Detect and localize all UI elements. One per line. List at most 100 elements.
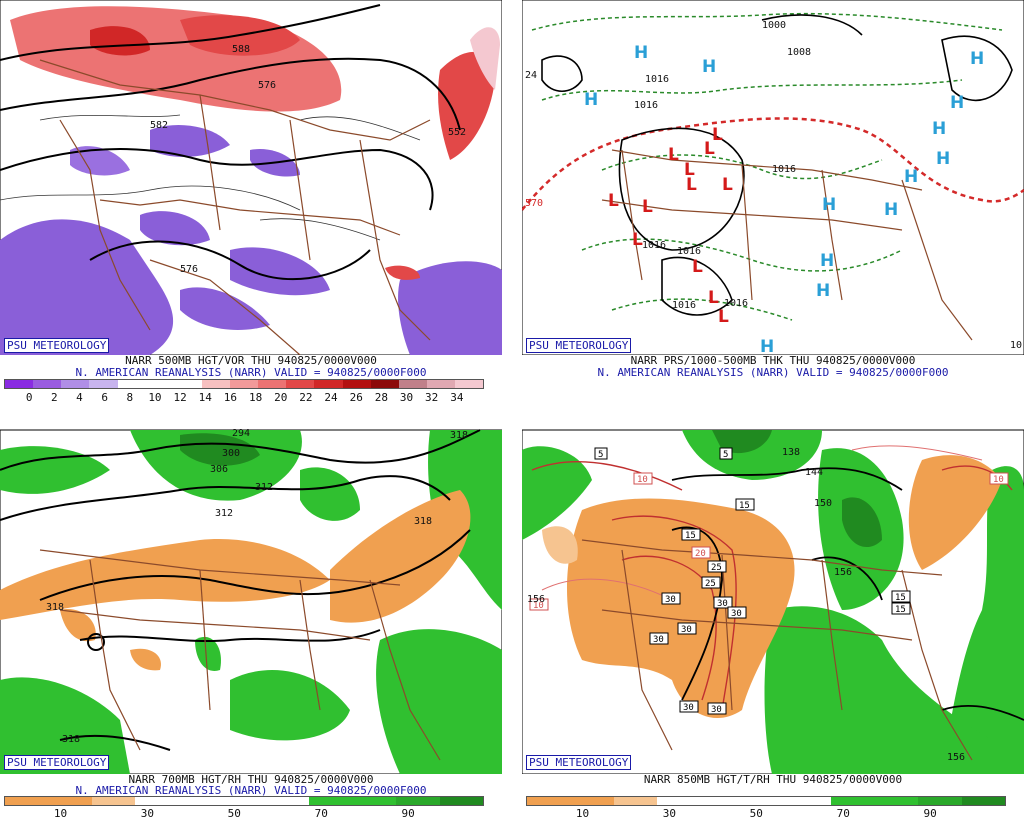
panel-500mb-vorticity: 588 576 582 552 576 PSU METEOROLOGY NARR… xyxy=(0,0,502,408)
value-box-label: 30 xyxy=(711,705,722,715)
low-pressure-marker: L xyxy=(708,288,719,308)
contour-label: 300 xyxy=(222,448,240,459)
value-box xyxy=(707,702,727,715)
map-subtitle: N. AMERICAN REANALYSIS (NARR) VALID = 94… xyxy=(597,366,949,379)
colorbar-segment xyxy=(286,380,315,388)
value-box xyxy=(679,700,699,713)
isobar-label: 1000 xyxy=(762,20,786,31)
colorbar-segment xyxy=(91,797,136,805)
contour-label: 312 xyxy=(255,482,273,493)
high-pressure-marker: H xyxy=(936,149,950,169)
low-pressure-marker: L xyxy=(608,191,619,211)
psu-badge: PSU METEOROLOGY xyxy=(526,338,632,353)
colorbar-tick-label: 32 xyxy=(425,391,439,404)
map-title: NARR PRS/1000-500MB THK THU 940825/0000V… xyxy=(630,354,916,367)
colorbar-segment xyxy=(265,797,310,805)
high-pressure-marker: H xyxy=(884,200,898,220)
colorbar-segment xyxy=(201,380,230,388)
contour-label: 144 xyxy=(805,467,823,478)
colorbar-ticks: 10 30 50 70 90 xyxy=(4,807,482,820)
colorbar-tick-label: 50 xyxy=(227,807,241,820)
isobar-label: 1016 xyxy=(724,298,748,309)
high-pressure-marker: H xyxy=(760,337,774,355)
colorbar-ticks: 0 2 4 6 8 10 12 14 16 18 20 22 24 26 28 30 32 34 xyxy=(4,391,482,404)
colorbar-segment xyxy=(398,380,427,388)
colorbar-segment xyxy=(874,797,919,805)
value-box-label: 10 xyxy=(993,475,1004,485)
colorbar-tick-label: 16 xyxy=(223,391,238,404)
value-box xyxy=(661,592,681,605)
colorbar-tick-label: 90 xyxy=(923,807,937,820)
value-box-label: 25 xyxy=(711,563,722,573)
colorbar-tick-label: 34 xyxy=(450,391,464,404)
colorbar-tick-label: 20 xyxy=(274,391,288,404)
colorbar-segment xyxy=(117,380,146,388)
high-pressure-marker: H xyxy=(822,195,836,215)
value-box xyxy=(677,622,697,635)
colorbar-tick-label: 10 xyxy=(575,807,590,820)
isobar-label: 24 xyxy=(525,70,537,81)
colorbar-segment xyxy=(370,380,399,388)
value-box-label: 15 xyxy=(895,605,906,615)
colorbar-tick-label: 4 xyxy=(76,391,83,404)
isobar-label: 1016 xyxy=(677,246,701,257)
contour-label: 576 xyxy=(258,80,276,91)
colorbar-segment xyxy=(613,797,658,805)
vorticity-colorbar xyxy=(4,379,484,389)
colorbar-segment xyxy=(439,797,483,805)
contour-label: 552 xyxy=(448,127,466,138)
colorbar-segment xyxy=(48,797,92,805)
colorbar-tick-label: 14 xyxy=(198,391,212,404)
colorbar-segment xyxy=(570,797,614,805)
value-box-label: 20 xyxy=(695,549,706,559)
colorbar-segment xyxy=(222,797,266,805)
contour-label: 306 xyxy=(210,464,228,475)
value-box-label: 10 xyxy=(533,601,544,611)
contour-label: 318 xyxy=(62,734,80,745)
rh-700-map: 294 300 306 312 318 318 318 318 312 xyxy=(0,428,502,774)
value-box-label: 30 xyxy=(681,625,692,635)
colorbar-tick-label: 70 xyxy=(314,807,328,820)
isobar-label: 1016 xyxy=(642,240,666,251)
colorbar-tick-label: 90 xyxy=(401,807,415,820)
value-box xyxy=(701,576,721,589)
colorbar-segment xyxy=(787,797,832,805)
map-title: NARR 500MB HGT/VOR THU 940825/0000V000 xyxy=(125,354,377,367)
high-pressure-marker: H xyxy=(820,251,834,271)
colorbar-segment xyxy=(831,797,875,805)
isobar-label: 1016 xyxy=(645,74,669,85)
colorbar-segment xyxy=(5,797,49,805)
colorbar-segment xyxy=(145,380,174,388)
low-pressure-marker: L xyxy=(704,139,715,159)
value-box xyxy=(713,596,733,609)
value-box-label: 15 xyxy=(739,501,750,511)
value-box xyxy=(719,447,733,460)
contour-label: 588 xyxy=(232,44,250,55)
map-title: NARR 700MB HGT/RH THU 940825/0000V000 xyxy=(128,773,374,786)
colorbar-segment xyxy=(61,380,90,388)
colorbar-segment xyxy=(135,797,179,805)
low-pressure-marker: L xyxy=(712,125,723,145)
colorbar-segment xyxy=(5,380,34,388)
value-box xyxy=(727,606,747,619)
colorbar-tick-label: 24 xyxy=(324,391,338,404)
low-pressure-marker: L xyxy=(718,307,729,327)
high-pressure-marker: H xyxy=(932,119,946,139)
psu-badge: PSU METEOROLOGY xyxy=(526,755,632,770)
colorbar-segment xyxy=(455,380,484,388)
low-pressure-marker: L xyxy=(692,257,703,277)
colorbar-tick-label: 50 xyxy=(749,807,763,820)
colorbar-ticks: 10 30 50 70 90 xyxy=(526,807,1004,820)
value-box-label: 30 xyxy=(717,599,728,609)
colorbar-segment xyxy=(230,380,259,388)
isobar-label: 1008 xyxy=(787,47,811,58)
panel-700mb-rh: 294 300 306 312 318 318 318 318 312 PSU … xyxy=(0,410,502,820)
value-box-label: 5 xyxy=(598,450,603,460)
value-box-label: 5 xyxy=(723,450,728,460)
contour-label: 318 xyxy=(46,602,64,613)
high-pressure-marker: H xyxy=(634,43,648,63)
contour-label: 156 xyxy=(947,752,965,763)
colorbar-segment xyxy=(426,380,455,388)
colorbar-segment xyxy=(89,380,118,388)
